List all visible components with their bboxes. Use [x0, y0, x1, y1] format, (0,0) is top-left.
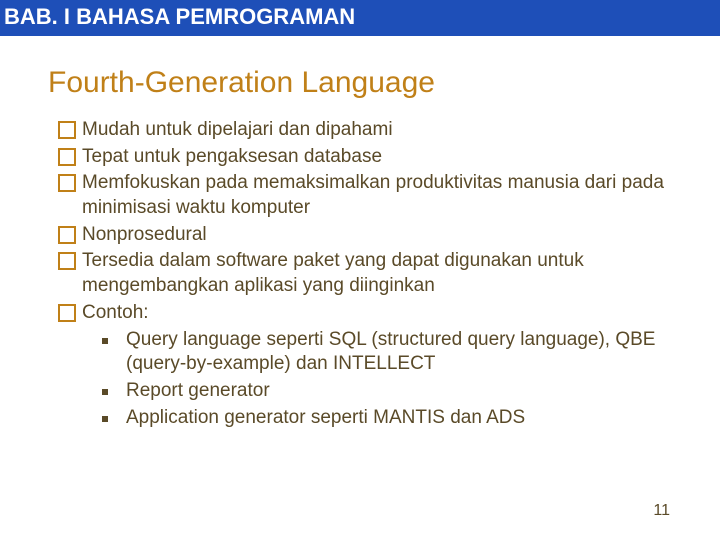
- checkbox-icon: [58, 174, 76, 192]
- header-bar: BAB. I BAHASA PEMROGRAMAN: [0, 0, 720, 36]
- dot-icon: [102, 416, 108, 422]
- content-area: Mudah untuk dipelajari dan dipahami Tepa…: [58, 118, 690, 430]
- sub-list-item: Application generator seperti MANTIS dan…: [102, 406, 690, 431]
- dot-icon: [102, 338, 108, 344]
- list-item-text: Memfokuskan pada memaksimalkan produktiv…: [82, 171, 690, 220]
- sub-item-text: Query language seperti SQL (structured q…: [126, 328, 690, 377]
- list-item: Tepat untuk pengaksesan database: [58, 145, 690, 170]
- dot-icon: [102, 389, 108, 395]
- page-number: 11: [653, 502, 670, 520]
- sub-list-item: Query language seperti SQL (structured q…: [102, 328, 690, 377]
- checkbox-icon: [58, 226, 76, 244]
- list-item-text: Tepat untuk pengaksesan database: [82, 145, 690, 170]
- page-title: Fourth-Generation Language: [48, 66, 720, 100]
- checkbox-icon: [58, 121, 76, 139]
- list-item: Mudah untuk dipelajari dan dipahami: [58, 118, 690, 143]
- sub-list-item: Report generator: [102, 379, 690, 404]
- list-item-text: Contoh:: [82, 301, 690, 326]
- list-item: Tersedia dalam software paket yang dapat…: [58, 249, 690, 298]
- checkbox-icon: [58, 252, 76, 270]
- list-item-text: Mudah untuk dipelajari dan dipahami: [82, 118, 690, 143]
- header-text: BAB. I BAHASA PEMROGRAMAN: [4, 4, 355, 29]
- list-item: Contoh:: [58, 301, 690, 326]
- list-item: Memfokuskan pada memaksimalkan produktiv…: [58, 171, 690, 220]
- list-item-text: Tersedia dalam software paket yang dapat…: [82, 249, 690, 298]
- sub-item-text: Report generator: [126, 379, 690, 404]
- list-item-text: Nonprosedural: [82, 223, 690, 248]
- checkbox-icon: [58, 148, 76, 166]
- checkbox-icon: [58, 304, 76, 322]
- sub-list: Query language seperti SQL (structured q…: [102, 328, 690, 431]
- list-item: Nonprosedural: [58, 223, 690, 248]
- sub-item-text: Application generator seperti MANTIS dan…: [126, 406, 690, 431]
